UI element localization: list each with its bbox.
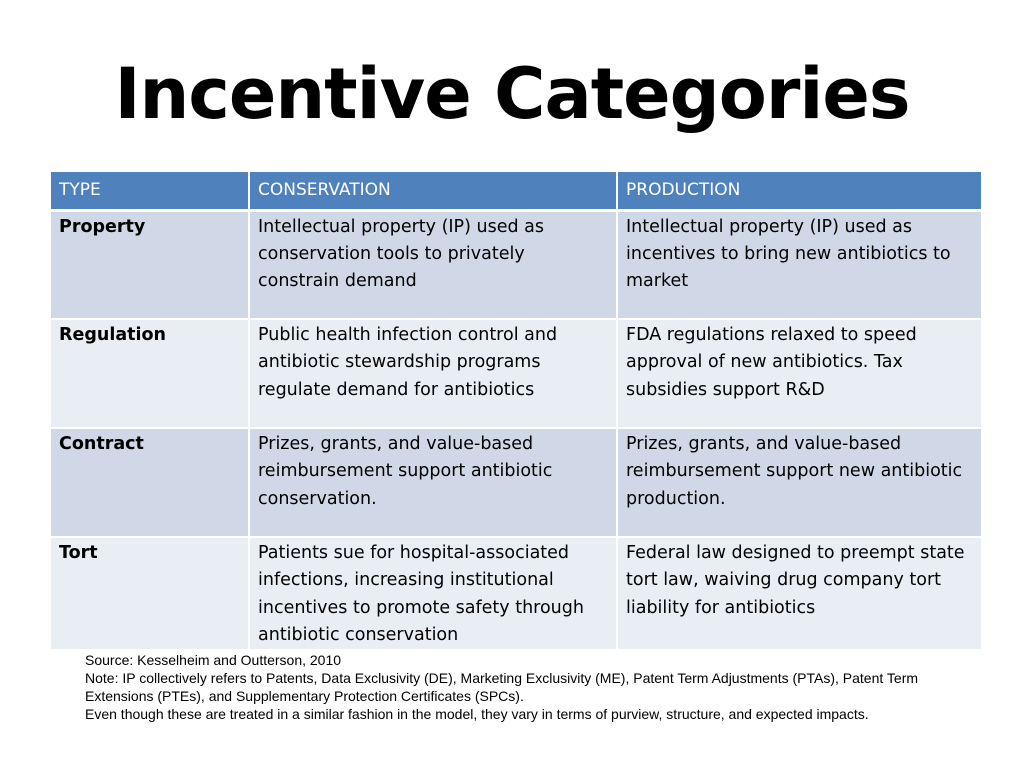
conservation-cell: Intellectual property (IP) used as conse…	[249, 210, 618, 320]
production-cell: Federal law designed to preempt state to…	[617, 537, 981, 652]
footnote-caveat: Even though these are treated in a simil…	[85, 706, 869, 722]
header-type: TYPE	[51, 172, 250, 212]
table-header-row: TYPE CONSERVATION PRODUCTION	[51, 172, 981, 212]
production-cell: Prizes, grants, and value-based reimburs…	[617, 428, 981, 538]
type-cell: Regulation	[51, 319, 250, 429]
type-cell: Property	[51, 210, 250, 320]
production-cell: Intellectual property (IP) used as incen…	[617, 210, 981, 320]
table-row-regulation: Regulation Public health infection contr…	[51, 319, 981, 429]
conservation-cell: Public health infection control and anti…	[249, 319, 618, 429]
production-cell: FDA regulations relaxed to speed approva…	[617, 319, 981, 429]
type-cell: Tort	[51, 537, 250, 652]
table-row-property: Property Intellectual property (IP) used…	[51, 210, 981, 320]
type-cell: Contract	[51, 428, 250, 538]
table-row-contract: Contract Prizes, grants, and value-based…	[51, 428, 981, 538]
footnote-source: Source: Kesselheim and Outterson, 2010	[85, 652, 342, 668]
header-conservation: CONSERVATION	[249, 172, 618, 212]
slide-title: Incentive Categories	[114, 53, 910, 135]
conservation-cell: Patients sue for hospital-associated inf…	[249, 537, 618, 652]
incentive-table: TYPE CONSERVATION PRODUCTION Property In…	[51, 172, 981, 652]
footnote-note: Note: IP collectively refers to Patents,…	[85, 670, 919, 704]
header-production: PRODUCTION	[617, 172, 981, 212]
footnote: Source: Kesselheim and Outterson, 2010 N…	[85, 651, 965, 723]
conservation-cell: Prizes, grants, and value-based reimburs…	[249, 428, 618, 538]
table-row-tort: Tort Patients sue for hospital-associate…	[51, 537, 981, 652]
